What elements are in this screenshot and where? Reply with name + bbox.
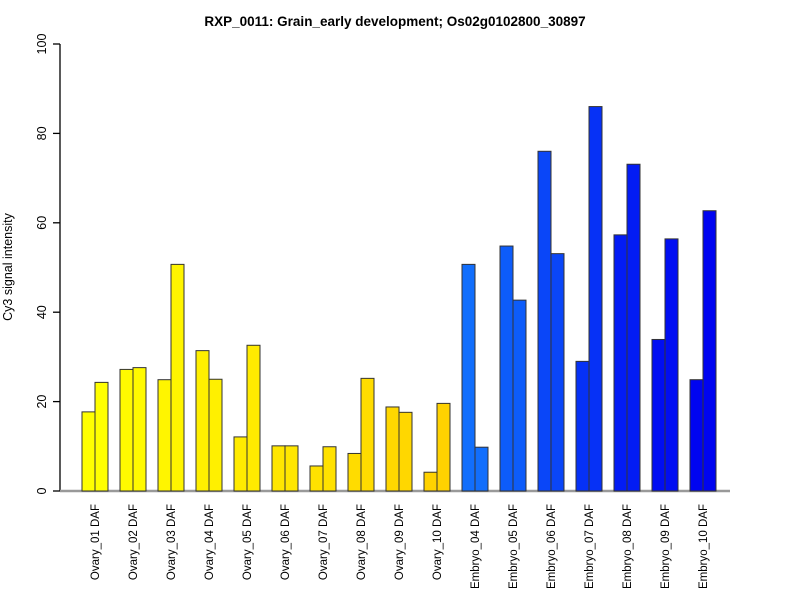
y-tick-label: 20 <box>35 395 49 409</box>
bar-Ovary_10_DAF-rep1 <box>423 471 438 492</box>
bar-Embryo_06_DAF-rep2 <box>550 253 565 492</box>
bar-Ovary_06_DAF-rep1 <box>271 445 286 492</box>
bar-Ovary_03_DAF-rep1 <box>157 379 172 492</box>
bar-Embryo_06_DAF-rep1 <box>537 150 552 492</box>
bar-Embryo_04_DAF-rep1 <box>461 263 476 492</box>
bar-Ovary_02_DAF-rep1 <box>119 368 134 492</box>
x-tick-label: Ovary_08 DAF <box>356 504 368 580</box>
x-tick-label: Ovary_03 DAF <box>166 504 178 580</box>
bar-Ovary_01_DAF-rep1 <box>81 411 96 492</box>
x-tick-label: Ovary_06 DAF <box>280 504 292 580</box>
x-tick-label: Embryo_08 DAF <box>622 504 634 589</box>
y-tick-label: 60 <box>35 216 49 230</box>
bar-Ovary_07_DAF-rep2 <box>322 446 337 492</box>
x-tick-label: Ovary_10 DAF <box>432 504 444 580</box>
chart-title: RXP_0011: Grain_early development; Os02g… <box>204 14 585 29</box>
bar-Ovary_08_DAF-rep1 <box>347 452 362 492</box>
x-tick-label: Ovary_04 DAF <box>204 504 216 580</box>
bar-Ovary_05_DAF-rep2 <box>246 344 261 492</box>
bar-Ovary_05_DAF-rep1 <box>233 436 248 492</box>
bar-Ovary_01_DAF-rep2 <box>94 381 109 492</box>
plot-area <box>60 106 730 493</box>
bar-Ovary_04_DAF-rep1 <box>195 350 210 492</box>
x-tick-label: Embryo_06 DAF <box>546 504 558 589</box>
x-tick-label: Embryo_09 DAF <box>660 504 672 589</box>
bar-Embryo_09_DAF-rep1 <box>651 338 666 492</box>
y-tick-label: 40 <box>35 305 49 319</box>
y-axis: 0 20 40 60 80 100 <box>35 34 61 494</box>
bar-Embryo_05_DAF-rep1 <box>499 245 514 492</box>
bar-Embryo_05_DAF-rep2 <box>512 299 527 492</box>
bar-Embryo_04_DAF-rep2 <box>474 446 489 492</box>
x-tick-label: Ovary_07 DAF <box>318 504 330 580</box>
bar-Ovary_07_DAF-rep1 <box>309 465 324 492</box>
bar-Ovary_06_DAF-rep2 <box>284 445 299 492</box>
bar-Ovary_10_DAF-rep2 <box>436 402 451 492</box>
x-tick-label: Embryo_04 DAF <box>470 504 482 589</box>
y-tick-label: 0 <box>35 487 49 494</box>
x-tick-label: Ovary_05 DAF <box>242 504 254 580</box>
bar-Embryo_07_DAF-rep2 <box>588 106 603 492</box>
bar-Ovary_09_DAF-rep1 <box>385 406 400 492</box>
y-tick-label: 80 <box>35 126 49 140</box>
bar-Ovary_09_DAF-rep2 <box>398 411 413 492</box>
x-tick-label: Embryo_10 DAF <box>698 504 710 589</box>
bar-Ovary_04_DAF-rep2 <box>208 378 223 492</box>
x-tick-label: Ovary_09 DAF <box>394 504 406 580</box>
x-tick-label: Ovary_01 DAF <box>90 504 102 580</box>
bar-Embryo_10_DAF-rep2 <box>702 210 717 492</box>
bar-Embryo_08_DAF-rep2 <box>626 163 641 492</box>
x-tick-label: Embryo_05 DAF <box>508 504 520 589</box>
bar-Ovary_08_DAF-rep2 <box>360 377 375 492</box>
x-tick-label: Embryo_07 DAF <box>584 504 596 589</box>
bar-Ovary_03_DAF-rep2 <box>170 263 185 492</box>
x-axis-labels: Ovary_01 DAF Ovary_02 DAF Ovary_03 DAF Ovar… <box>90 504 710 589</box>
bar-Embryo_08_DAF-rep1 <box>613 234 628 492</box>
y-tick-label: 100 <box>35 34 49 55</box>
bar-Embryo_09_DAF-rep2 <box>664 238 679 492</box>
y-axis-label: Cy3 signal intensity <box>1 212 15 320</box>
bar-Embryo_10_DAF-rep1 <box>689 379 704 492</box>
bar-Embryo_07_DAF-rep1 <box>575 360 590 492</box>
bar-Ovary_02_DAF-rep2 <box>132 367 147 492</box>
x-tick-label: Ovary_02 DAF <box>128 504 140 580</box>
